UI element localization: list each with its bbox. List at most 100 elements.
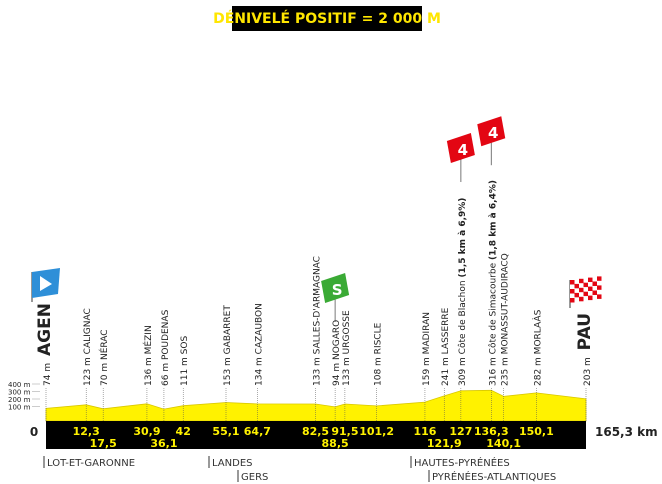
km-label: 36,1 <box>150 437 177 450</box>
altitude: 241 m <box>441 357 451 386</box>
flag-cell <box>592 277 597 282</box>
altitude: 70 m <box>100 363 110 386</box>
place-label: 203 m PAU <box>575 313 595 386</box>
km-finish: 165,3 km <box>595 425 658 439</box>
place-label: 309 m Côte de Blachon (1,5 km à 6,9%) <box>457 198 468 386</box>
place-name: Côte de Simacourbe <box>487 262 498 354</box>
place-name: SALLES-D'ARMAGNAC <box>313 256 323 354</box>
km-label: 64,7 <box>244 425 271 438</box>
place-label: 123 m CALIGNAC <box>83 308 93 386</box>
flag-cell <box>583 278 588 283</box>
km-label: 12,3 <box>73 425 100 438</box>
finish-flag <box>570 276 602 303</box>
flag-cell <box>574 292 579 298</box>
flag-cell <box>570 289 575 294</box>
region: HAUTES-PYRÉNÉES <box>414 456 510 469</box>
y-tick-label: 400 m <box>8 381 31 389</box>
badge-text: S <box>332 281 343 299</box>
km-label: 17,5 <box>90 437 117 450</box>
km-label: 116 <box>413 425 436 438</box>
flag-cell <box>588 295 593 301</box>
region: LOT-ET-GARONNE <box>47 458 135 469</box>
flag-cell <box>588 277 593 283</box>
place-name: Côte de Blachon <box>457 280 468 354</box>
altitude: 133 m <box>313 357 323 386</box>
badge <box>446 133 475 163</box>
km-label: 82,5 <box>302 425 329 438</box>
place-name: AGEN <box>35 303 55 356</box>
title: DÉNIVELÉ POSITIF = 2 000 M <box>213 10 441 27</box>
place-label: 108 m RISCLE <box>374 322 384 386</box>
place-name: POUDENAS <box>161 309 171 360</box>
flag-cell <box>579 292 584 297</box>
place-label: 159 m MADIRAN <box>422 312 432 386</box>
regions: LOT-ET-GARONNE LANDES GERS HAUTES-PYRÉNÉ… <box>43 456 556 483</box>
place-name: MONASSUT-AUDIRACQ <box>501 253 511 354</box>
flag-cell <box>579 296 584 302</box>
place-name: NOGARO <box>332 320 342 360</box>
place-name: NÉRAC <box>98 329 110 360</box>
flag-cell <box>570 280 575 285</box>
altitude: 316 m <box>488 357 498 386</box>
altitude: 94 m <box>332 363 342 386</box>
flag-cell <box>583 291 588 297</box>
climb-note: (1,5 km à 6,9%) <box>458 198 468 278</box>
place-label: 235 m MONASSUT-AUDIRACQ <box>501 253 511 386</box>
place-label: 316 m Côte de Simacourbe (1,8 km à 6,4%) <box>487 180 498 386</box>
flag-cell <box>597 280 602 286</box>
place-name: MADIRAN <box>422 312 432 354</box>
altitude: 108 m <box>374 357 384 386</box>
flag-cell <box>583 287 588 292</box>
flag-cell <box>570 293 575 298</box>
title-box <box>232 6 422 31</box>
place-name: LASSERRE <box>441 307 451 354</box>
km-label: 88,5 <box>322 437 349 450</box>
flag-cell <box>597 285 602 290</box>
altitude: 134 m <box>254 357 264 386</box>
flag-cell <box>597 276 602 281</box>
flag-cell <box>588 286 593 292</box>
flag-cell <box>592 281 597 286</box>
flag-cell <box>597 294 602 299</box>
flag-cell <box>574 297 579 302</box>
altitude: 159 m <box>422 357 432 386</box>
km-label: 42 <box>176 425 191 438</box>
place-name: MORLAÀS <box>531 309 543 354</box>
km-label: 140,1 <box>486 437 521 450</box>
place-name: PAU <box>575 313 595 350</box>
flag-cell <box>579 278 584 284</box>
altitude: 235 m <box>501 357 511 386</box>
flag-cell <box>592 286 597 291</box>
flag-cell <box>579 287 584 293</box>
altitude: 74 m <box>43 363 53 386</box>
place-label: 70 m NÉRAC <box>98 329 110 386</box>
badge-text: 4 <box>458 141 468 159</box>
flag-cell <box>588 282 593 287</box>
km-label: 55,1 <box>212 425 239 438</box>
flag-cell <box>574 288 579 293</box>
flag-cell <box>583 296 588 301</box>
y-tick-label: 300 m <box>8 389 31 397</box>
place-label: 94 m NOGARO <box>332 320 342 386</box>
altitude: 133 m <box>342 357 352 386</box>
place-name: MÉZIN <box>142 325 154 354</box>
place-name: RISCLE <box>374 322 384 354</box>
place-label: 136 m MÉZIN <box>142 325 154 386</box>
place-label: 74 m AGEN <box>35 303 55 386</box>
elevation-profile <box>45 389 587 422</box>
place-label: 282 m MORLAÀS <box>531 309 543 386</box>
region: GERS <box>241 472 268 483</box>
place-name: SOS <box>180 336 190 355</box>
km-label: 101,2 <box>359 425 394 438</box>
flag-cell <box>574 283 579 289</box>
km-bar <box>46 421 586 449</box>
km-label: 91,5 <box>331 425 358 438</box>
altitude: 111 m <box>180 357 190 386</box>
flag-cell <box>574 279 579 284</box>
place-label: 133 m URGOSSE <box>342 310 352 386</box>
altitude: 203 m <box>583 357 593 386</box>
flag-cell <box>579 283 584 288</box>
altitude: 309 m <box>458 357 468 386</box>
flag-cell <box>597 289 602 295</box>
